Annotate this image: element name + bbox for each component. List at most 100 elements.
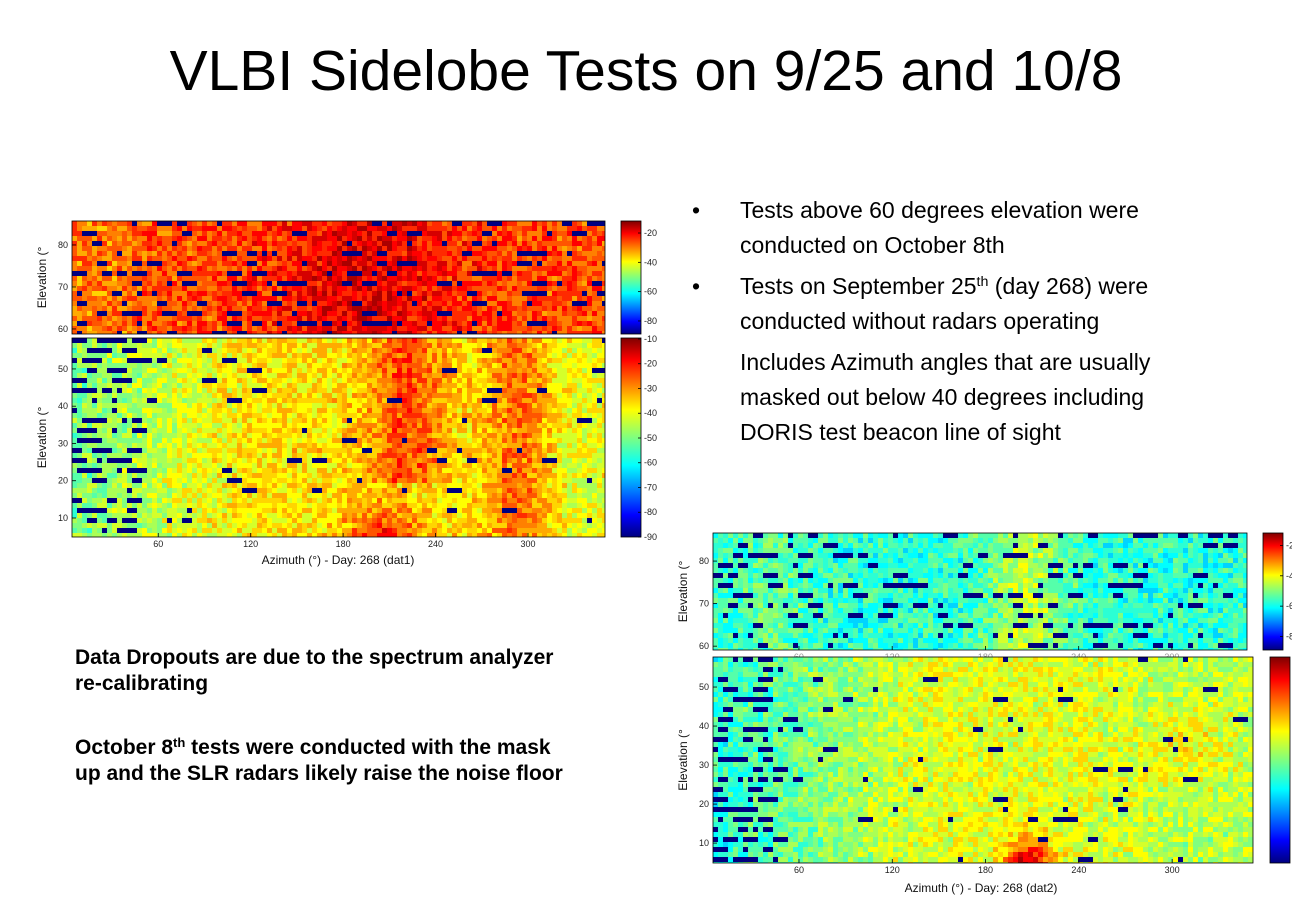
x-axis-label: Azimuth (°) - Day: 268 (dat2) <box>905 881 1058 895</box>
panel-frame <box>712 532 1248 651</box>
y-tick-label: 10 <box>58 513 68 523</box>
heatmap-cells <box>72 221 605 334</box>
colorbar-tick-label: -20 <box>1286 540 1292 550</box>
note: October 8th tests were conducted with th… <box>75 735 635 787</box>
colorbar-tick-label: -80 <box>644 507 657 517</box>
y-tick-label: 40 <box>699 721 709 731</box>
text-run: (day 268) were <box>988 273 1149 299</box>
heatmap-cells <box>247 221 482 334</box>
colorbar-tick-label: -60 <box>644 458 657 468</box>
heatmap-cells <box>342 338 542 537</box>
text-line: Tests above 60 degrees elevation were <box>740 193 1280 228</box>
heatmap-cells <box>1018 857 1023 863</box>
bullet: • <box>692 197 701 223</box>
x-tick-label: 300 <box>520 539 535 549</box>
paragraph: • Tests above 60 degrees elevation were co… <box>692 193 1280 263</box>
y-tick-label: 50 <box>58 364 68 374</box>
superscript: th <box>976 274 989 291</box>
y-axis-label: Elevation (° <box>35 407 49 469</box>
paragraph: • Tests on September 25th (day 268) were c… <box>692 269 1280 339</box>
x-tick-label: 300 <box>1165 865 1180 875</box>
heatmap-cells <box>1008 832 1058 862</box>
y-tick-label: 20 <box>699 799 709 809</box>
text-run: October 8 <box>75 736 174 759</box>
text-line: masked out below 40 degrees including <box>740 380 1280 415</box>
heatmap-cells <box>72 221 605 334</box>
panel-frame <box>71 220 606 335</box>
colorbar <box>620 220 642 335</box>
text-run: tests were conducted with the mask <box>185 736 551 759</box>
heatmap-cells <box>72 338 187 537</box>
y-tick-label: 40 <box>58 401 68 411</box>
x-tick-label: 60 <box>153 539 163 549</box>
text-line: up and the SLR radars likely raise the n… <box>75 761 635 787</box>
y-axis-label: Elevation (° <box>35 247 49 309</box>
colorbar <box>620 337 642 538</box>
heatmap-cells <box>162 338 605 537</box>
text-line: Data Dropouts are due to the spectrum an… <box>75 645 635 671</box>
heatmap-cells <box>713 657 1248 862</box>
heatmap-cells <box>713 657 778 863</box>
colorbar-tick-label: -50 <box>644 433 657 443</box>
heatmap-cells <box>352 338 532 537</box>
paragraph: Includes Azimuth angles that are usually… <box>740 345 1280 450</box>
x-tick-label: 240 <box>1071 865 1086 875</box>
heatmap-cells <box>713 657 823 863</box>
heatmap-cells <box>848 657 1253 863</box>
y-tick-label: 70 <box>699 599 709 609</box>
panel-frame <box>71 337 606 538</box>
y-tick-label: 30 <box>58 438 68 448</box>
x-axis-label: Azimuth (°) - Day: 268 (dat1) <box>262 553 415 567</box>
y-tick-label: 60 <box>699 641 709 651</box>
heatmap-cells <box>713 533 1247 650</box>
heatmap-cells <box>207 338 605 537</box>
y-tick-label: 20 <box>58 476 68 486</box>
y-tick-label: 80 <box>58 240 68 250</box>
text-line: conducted on October 8th <box>740 228 1280 263</box>
colorbar-tick-label: -40 <box>644 257 657 267</box>
y-tick-label: 80 <box>699 556 709 566</box>
colorbar-tick-label: -60 <box>644 287 657 297</box>
heatmap-cells <box>713 657 1228 863</box>
slide-title: VLBI Sidelobe Tests on 9/25 and 10/8 <box>169 39 1123 103</box>
colorbar-tick-label: -80 <box>644 316 657 326</box>
heatmap-cells <box>1003 852 1048 863</box>
colorbar <box>1262 532 1284 651</box>
heatmap-cells <box>1018 852 1043 863</box>
text-run: up and the SLR radars likely raise the n… <box>75 762 563 785</box>
y-axis-label: Elevation (° <box>676 561 690 623</box>
text-run: Tests above 60 degrees elevation were <box>740 197 1139 223</box>
text-run: masked out below 40 degrees including <box>740 384 1145 410</box>
text-run: Data Dropouts are due to the spectrum an… <box>75 646 554 669</box>
text-line: Includes Azimuth angles that are usually <box>740 345 1280 380</box>
heatmap-cells <box>1008 533 1048 648</box>
x-tick-label: 180 <box>978 865 993 875</box>
colorbar-tick-label: -40 <box>644 408 657 418</box>
text-line: Tests on September 25th (day 268) were <box>740 269 1280 304</box>
text-run: conducted without radars operating <box>740 308 1100 334</box>
y-tick-label: 30 <box>699 760 709 770</box>
heatmap-cells <box>382 528 387 533</box>
colorbar-tick-label: -10 <box>644 334 657 344</box>
text-run: re-calibrating <box>75 672 209 695</box>
text-line: conducted without radars operating <box>740 304 1280 339</box>
heatmap-cells <box>993 533 1058 650</box>
colorbar-tick-label: -60 <box>1286 601 1292 611</box>
text-run: DORIS test beacon line of sight <box>740 419 1061 445</box>
heatmap-cells <box>107 338 605 537</box>
x-tick-label: 120 <box>885 865 900 875</box>
colorbar-tick-label: -20 <box>644 359 657 369</box>
y-tick-label: 50 <box>699 682 709 692</box>
colorbar-tick-label: -30 <box>644 383 657 393</box>
heatmap-cells <box>713 533 1247 650</box>
colorbar-tick-label: -70 <box>644 482 657 492</box>
y-tick-label: 60 <box>58 324 68 334</box>
text-run: Tests on September 25 <box>740 273 977 299</box>
heatmap-cells <box>312 221 427 334</box>
text-line: October 8th tests were conducted with th… <box>75 735 635 761</box>
x-tick-label: 240 <box>428 539 443 549</box>
heatmap-cells <box>988 732 1208 863</box>
heatmap-cells <box>713 533 1247 650</box>
